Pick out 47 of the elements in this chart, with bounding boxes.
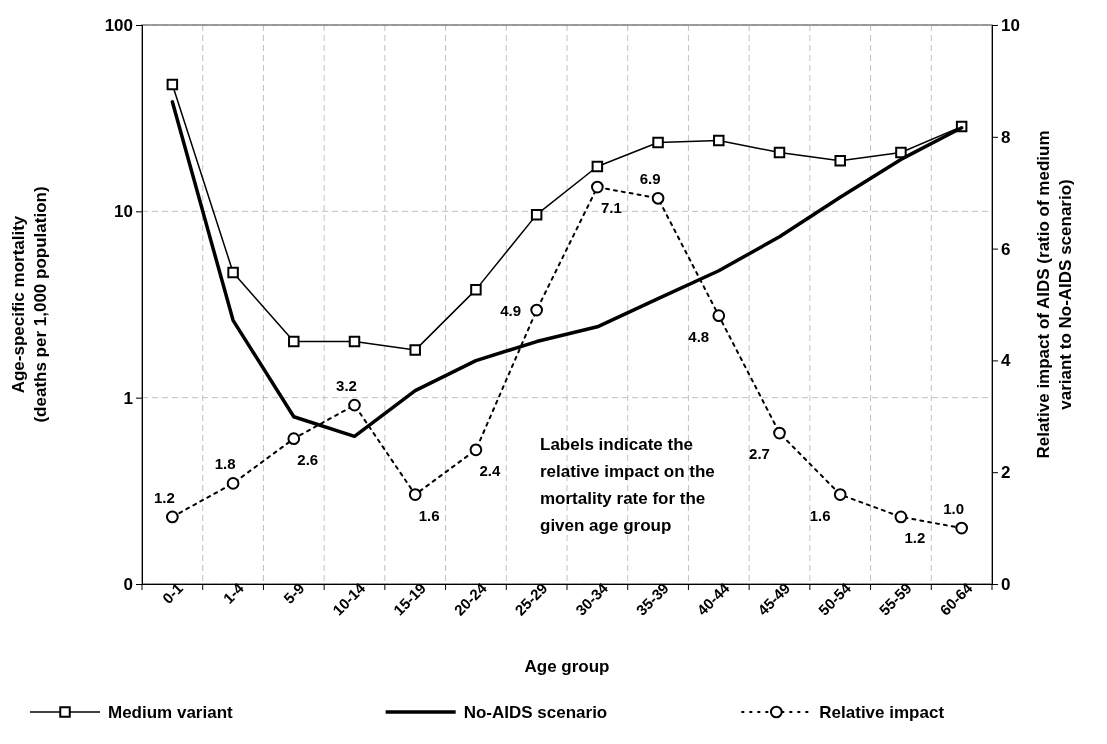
- point: [409, 344, 421, 356]
- y-tick-label: 0: [123, 574, 133, 594]
- y2-tick-label: 4: [1001, 351, 1011, 371]
- point: [652, 136, 664, 149]
- data-label: 4.8: [688, 327, 710, 345]
- data-label: 1.0: [943, 500, 965, 518]
- point: [773, 146, 786, 159]
- x-tick-label: 1-4: [219, 578, 248, 607]
- data-label: 4.9: [500, 302, 522, 320]
- data-label: 3.2: [336, 377, 357, 395]
- legend-label: Medium variant: [108, 703, 234, 722]
- point: [348, 335, 361, 348]
- x-axis-title: Age group: [524, 657, 610, 676]
- data-label: 7.1: [600, 199, 622, 217]
- data-label: 6.9: [639, 170, 661, 188]
- data-label: 2.6: [297, 450, 319, 468]
- point: [470, 283, 482, 296]
- legend-label: No-AIDS scenario: [463, 703, 608, 722]
- y-tick-label: 100: [104, 15, 133, 35]
- y2-tick-label: 0: [1001, 574, 1011, 594]
- annotation: Labels indicate the relative impact on the mortality rate for the given age group: [540, 435, 715, 535]
- point: [530, 208, 543, 221]
- x-tick-label: 5-9: [280, 579, 308, 607]
- point: [227, 266, 239, 279]
- y2-tick-label: 10: [1001, 15, 1020, 35]
- data-label: 1.8: [214, 455, 236, 473]
- data-label: 2.7: [749, 445, 770, 463]
- data-label: 1.2: [904, 528, 926, 546]
- y2-tick-label: 8: [1001, 127, 1011, 147]
- y-tick-label: 10: [114, 202, 133, 222]
- data-label: 2.4: [479, 461, 502, 479]
- point: [288, 335, 300, 348]
- x-tick-label: 0-1: [158, 579, 187, 607]
- data-label: 1.2: [153, 488, 175, 506]
- y-axis-title: Age-specific mortality (deaths per 1,000 population): [9, 186, 50, 423]
- legend-label: Relative impact: [819, 703, 945, 722]
- y2-tick-label: 6: [1001, 239, 1011, 259]
- y2-tick-label: 2: [1001, 463, 1011, 483]
- point: [591, 160, 604, 173]
- point: [834, 154, 846, 167]
- y2-axis-title: Relative impact of AIDS (ratio of medium variant to No-AIDS scenario): [1034, 130, 1075, 459]
- point: [895, 146, 907, 159]
- data-label: 1.6: [418, 506, 440, 524]
- point: [166, 78, 179, 91]
- y-tick-label: 1: [123, 388, 133, 408]
- point: [713, 134, 725, 147]
- data-label: 1.6: [809, 506, 831, 524]
